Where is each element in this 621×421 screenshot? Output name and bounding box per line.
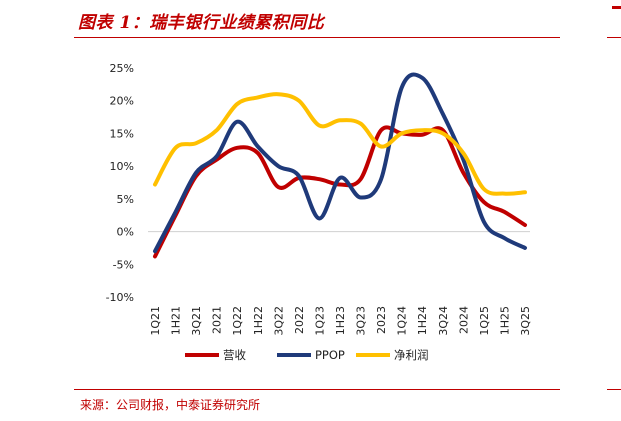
x-tick-label: 1H21 — [170, 306, 183, 335]
x-tick-label: 3Q24 — [437, 306, 450, 336]
y-tick-label: 15% — [110, 127, 134, 140]
y-tick-label: -5% — [113, 258, 134, 271]
x-tick-label: 2023 — [375, 306, 388, 334]
x-tick-label: 1H25 — [498, 306, 511, 335]
x-tick-label: 3Q22 — [272, 306, 285, 336]
legend-label: PPOP — [315, 348, 345, 362]
x-tick-label: 1H24 — [416, 306, 429, 335]
x-tick-label: 2021 — [211, 306, 224, 334]
x-tick-label: 1H22 — [252, 306, 265, 335]
y-tick-label: 0% — [117, 226, 134, 239]
x-tick-label: 3Q25 — [519, 306, 532, 336]
figure-title: 图表 1：瑞丰银行业绩累积同比 — [78, 13, 325, 33]
y-tick-label: -10% — [106, 291, 134, 304]
footer-divider — [74, 389, 560, 390]
x-tick-label: 1Q25 — [478, 306, 491, 336]
y-tick-label: 10% — [110, 160, 134, 173]
x-tick-label: 1Q23 — [313, 306, 326, 336]
x-tick-label: 2022 — [293, 306, 306, 334]
adjacent-figure-divider-top — [607, 37, 621, 38]
adjacent-figure-divider-bottom — [607, 389, 621, 390]
title-divider — [74, 37, 560, 38]
adjacent-figure-marker — [612, 6, 621, 9]
y-tick-label: 5% — [117, 193, 134, 206]
x-tick-label: 3Q23 — [355, 306, 368, 336]
x-tick-label: 1Q21 — [149, 306, 162, 336]
legend-label: 营收 — [223, 348, 246, 362]
net-profit-line — [153, 92, 527, 196]
x-tick-label: 3Q21 — [190, 306, 203, 336]
x-tick-label: 1H23 — [334, 306, 347, 335]
ppop-line — [153, 72, 527, 254]
x-tick-label: 2024 — [457, 306, 470, 334]
y-tick-label: 25% — [110, 62, 134, 75]
revenue-line — [153, 125, 527, 259]
source-note: 来源：公司财报，中泰证券研究所 — [80, 398, 261, 412]
x-tick-label: 1Q22 — [231, 306, 244, 336]
y-tick-label: 20% — [110, 95, 134, 108]
legend-label: 净利润 — [394, 348, 429, 362]
x-tick-label: 1Q24 — [396, 306, 409, 336]
